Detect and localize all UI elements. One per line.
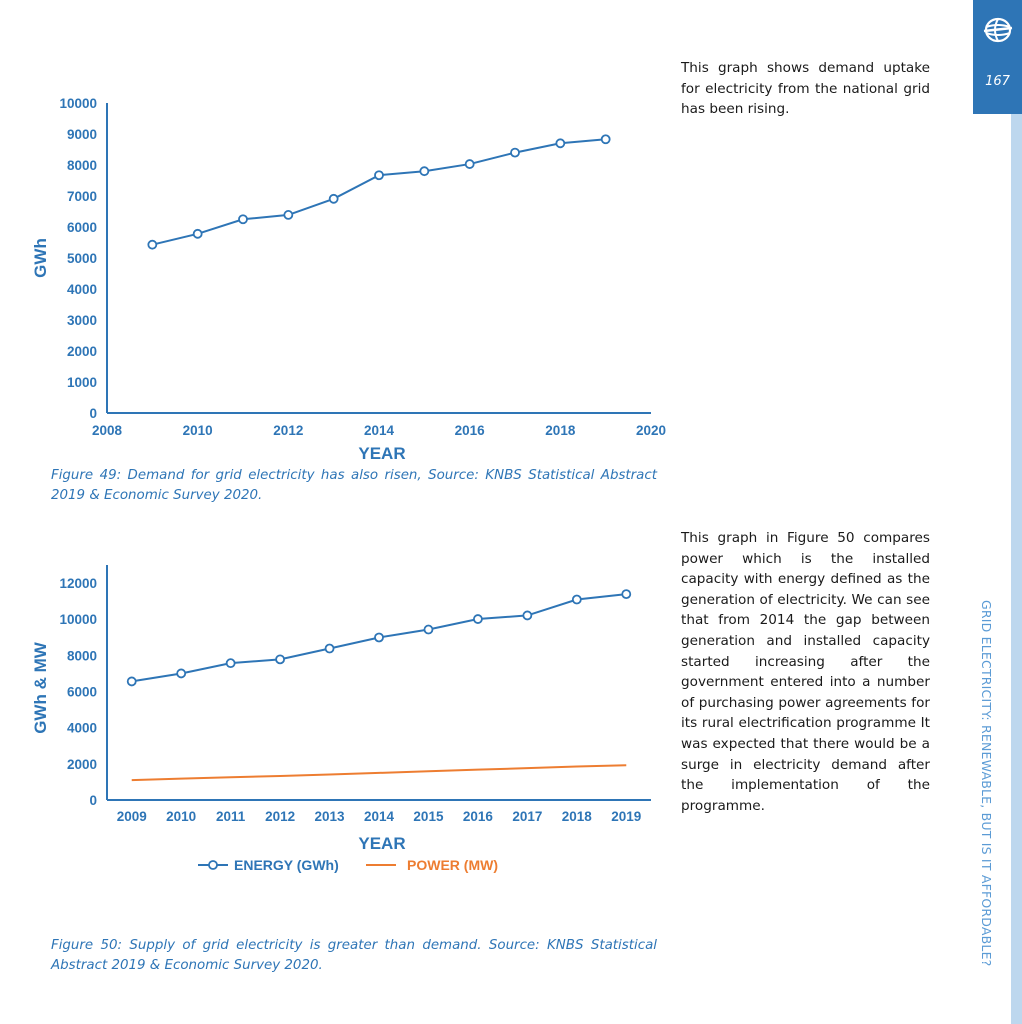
x-tick-label: 2018 [545, 423, 576, 438]
legend-energy-marker [208, 860, 218, 870]
x-tick-label: 2008 [92, 423, 123, 438]
y-tick-label: 1000 [67, 375, 97, 390]
energy-data-point [571, 594, 582, 605]
power-series-line [131, 764, 627, 782]
y-tick-label: 6000 [67, 220, 97, 235]
x-axis-title: YEAR [358, 444, 405, 463]
y-tick-label: 4000 [67, 282, 97, 297]
y-tick-label: 10000 [59, 96, 97, 111]
section-title: GRID ELECTRICITY: RENEWABLE, BUT IS IT A… [979, 600, 994, 967]
x-axis-title: YEAR [358, 834, 405, 853]
legend-energy-label: ENERGY (GWh) [234, 857, 339, 873]
data-point [238, 214, 248, 225]
figure-49-description: This graph shows demand uptake for elect… [681, 60, 930, 118]
x-tick-label: 2017 [512, 809, 542, 824]
y-tick-label: 0 [89, 793, 97, 808]
figure-49-caption: Figure 49: Demand for grid electricity h… [51, 468, 657, 503]
energy-data-point [126, 676, 137, 687]
y-tick-label: 0 [89, 406, 97, 421]
data-point [328, 193, 339, 204]
y-tick-label: 12000 [59, 576, 97, 591]
data-point [147, 239, 158, 250]
x-tick-label: 2016 [455, 423, 486, 438]
x-tick-label: 2014 [364, 423, 395, 438]
y-axis-title: GWh [31, 238, 50, 278]
figure-50-caption: Figure 50: Supply of grid electricity is… [51, 938, 657, 973]
y-axis-title: GWh & MW [31, 641, 50, 734]
energy-data-point [473, 614, 483, 624]
page-number: 167 [985, 74, 1010, 89]
y-tick-label: 8000 [67, 648, 97, 663]
x-tick-label: 2009 [117, 809, 147, 824]
globe-icon [983, 17, 1013, 43]
energy-data-point [423, 624, 434, 635]
data-point [555, 138, 566, 149]
data-point [510, 147, 520, 158]
energy-data-point [176, 668, 187, 679]
data-point [464, 159, 475, 169]
y-tick-label: 2000 [67, 757, 97, 772]
x-tick-label: 2018 [562, 809, 593, 824]
legend-power-label: POWER (MW) [407, 857, 498, 873]
y-tick-label: 4000 [67, 721, 97, 736]
x-tick-label: 2010 [166, 809, 196, 824]
data-point [283, 210, 294, 220]
data-point [419, 166, 430, 177]
x-tick-label: 2012 [273, 423, 303, 438]
y-tick-label: 8000 [67, 158, 97, 173]
energy-data-point [275, 654, 285, 665]
x-tick-label: 2013 [315, 809, 346, 824]
x-tick-label: 2016 [463, 809, 494, 824]
x-tick-label: 2014 [364, 809, 395, 824]
y-tick-label: 5000 [67, 251, 97, 266]
figure-50-description: This graph in Figure 50 compares power w… [681, 530, 930, 814]
y-tick-label: 3000 [67, 313, 97, 328]
y-tick-label: 7000 [67, 189, 97, 204]
x-tick-label: 2012 [265, 809, 295, 824]
x-tick-label: 2019 [611, 809, 641, 824]
y-tick-label: 10000 [59, 612, 97, 627]
x-tick-label: 2010 [183, 423, 213, 438]
energy-data-point [324, 643, 335, 654]
page-tab: 167 [973, 0, 1022, 114]
y-tick-label: 6000 [67, 685, 97, 700]
energy-data-point [225, 658, 236, 669]
y-tick-label: 9000 [67, 127, 97, 142]
x-tick-label: 2011 [216, 809, 246, 824]
y-tick-label: 2000 [67, 344, 97, 359]
data-point [600, 134, 611, 145]
x-tick-label: 2020 [636, 423, 666, 438]
data-point [192, 228, 203, 239]
energy-data-point [522, 610, 533, 621]
data-point [374, 170, 384, 181]
side-strip [1011, 114, 1022, 1024]
energy-data-point [374, 632, 384, 643]
x-tick-label: 2015 [413, 809, 444, 824]
energy-data-point [621, 589, 632, 600]
